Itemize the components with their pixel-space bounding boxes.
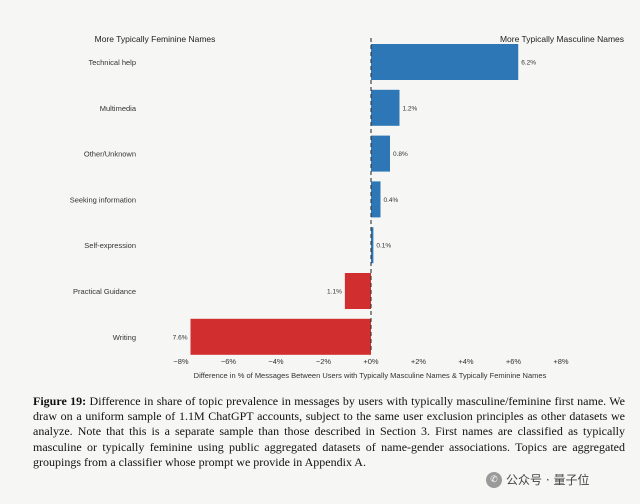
bar-multimedia [371,89,400,126]
category-label-multimedia: Multimedia [100,104,137,113]
right-header: More Typically Masculine Names [500,34,624,44]
caption-text: Difference in share of topic prevalence … [33,394,626,469]
x-tick-label: +6% [506,357,522,366]
value-label-self-expression: 0.1% [376,243,391,250]
value-label-seeking-information: 0.4% [384,197,399,204]
category-label-self-expression: Self-expression [84,241,136,250]
value-label-technical-help: 6.2% [521,60,536,67]
value-label-practical-guidance: 1.1% [327,289,342,296]
category-label-technical-help: Technical help [88,58,136,67]
caption-label: Figure 19: [33,394,87,408]
bar-chart: More Typically Feminine Names More Typic… [70,34,624,380]
category-label-seeking-information: Seeking information [70,195,136,204]
category-label-other-unknown: Other/Unknown [84,150,136,159]
x-tick-label: −8% [173,357,189,366]
bar-writing [190,318,371,355]
category-label-writing: Writing [113,333,136,342]
watermark: ✆ 公众号 · 量子位 [486,471,589,488]
category-label-practical-guidance: Practical Guidance [73,287,136,296]
x-tick-label: +0% [363,357,379,366]
value-label-writing: 7.6% [173,334,188,341]
value-label-other-unknown: 0.8% [393,151,408,158]
bar-technical-help [371,44,519,80]
x-axis-title: Difference in % of Messages Between User… [194,371,547,380]
x-tick-label: −6% [221,357,237,366]
x-tick-label: +8% [553,357,569,366]
bars-group: Technical help 6.2% Multimedia 1.2% Other/Un… [70,44,536,355]
value-label-multimedia: 1.2% [403,105,418,112]
watermark-text: 公众号 · 量子位 [506,473,590,487]
bar-self-expression [371,227,374,264]
left-header: More Typically Feminine Names [95,34,216,44]
x-tick-label: +2% [411,357,427,366]
bar-seeking-information [371,181,381,218]
bar-practical-guidance [344,273,371,309]
x-tick-label: +4% [458,357,474,366]
x-tick-label: −4% [268,357,284,366]
x-tick-label: −2% [316,357,332,366]
bar-other-unknown [371,135,390,172]
wechat-icon: ✆ [486,471,502,488]
figure-caption: Figure 19: Difference in share of topic … [33,394,625,470]
x-axis-ticks: −8% −6% −4% −2% +0% +2% +4% +6% +8% [173,357,569,366]
